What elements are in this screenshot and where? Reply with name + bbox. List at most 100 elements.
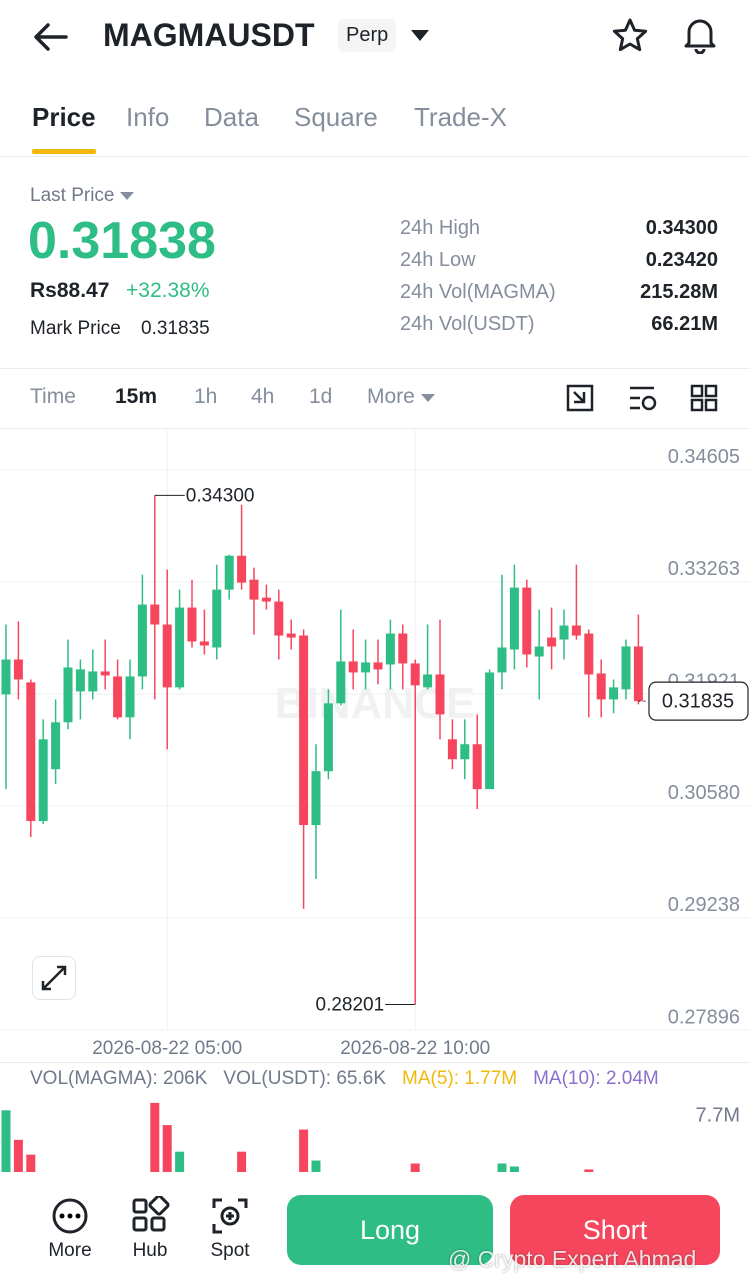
candle-body: [584, 633, 594, 675]
candle-body: [447, 739, 457, 760]
candle-body: [633, 646, 643, 702]
candle-body: [113, 676, 123, 718]
last-price-label: 0.31835: [662, 690, 734, 712]
candle-body: [125, 676, 135, 718]
candle-body: [385, 633, 395, 665]
short-button[interactable]: Short: [510, 1195, 720, 1265]
interval[interactable]: 15m: [115, 385, 158, 408]
icon[interactable]: [690, 384, 718, 412]
candle-body: [274, 601, 284, 636]
candle-body: [249, 579, 259, 600]
interval[interactable]: 4h: [251, 385, 275, 408]
stat-value: 66.21M: [651, 313, 718, 335]
low-annotation: 0.28201: [316, 995, 385, 1016]
dropdown: [119, 192, 134, 200]
candle-body: [212, 589, 222, 648]
candle-body: [100, 671, 110, 676]
candle-body: [621, 646, 631, 690]
stat-value: 215.28M: [640, 281, 718, 303]
high-annotation: 0.34300: [186, 485, 255, 506]
fullscreen-button[interactable]: [32, 956, 76, 1000]
candle-body: [323, 703, 333, 772]
interval[interactable]: 1h: [194, 385, 218, 408]
action[interactable]: Hub: [132, 1240, 168, 1261]
y-tick-label: 0.30580: [668, 782, 740, 804]
candle-body: [38, 739, 48, 822]
candle-body: [547, 637, 557, 647]
candle-body: [435, 674, 445, 715]
candle-body: [509, 587, 519, 650]
volume-stat: VOL(USDT): 65.6K: [223, 1068, 386, 1089]
candle-body: [460, 744, 470, 760]
last-price: 0.31838: [28, 212, 216, 270]
stat-value: 0.23420: [645, 249, 718, 271]
candle-body: [485, 672, 495, 790]
last-price-label[interactable]: Last Price: [30, 185, 134, 207]
volume-bar: [150, 1102, 160, 1230]
tab[interactable]: Info: [126, 102, 170, 132]
tab[interactable]: Trade-X: [414, 102, 507, 132]
mark-price: 0.31835: [141, 318, 210, 339]
candle-body: [150, 604, 160, 625]
long-button[interactable]: Long: [287, 1195, 493, 1265]
dropdown[interactable]: [410, 29, 430, 43]
candle-body: [224, 555, 234, 590]
action[interactable]: More: [48, 1240, 92, 1261]
tab[interactable]: Data: [204, 102, 259, 132]
candle-body: [51, 722, 61, 770]
candle-body: [609, 687, 619, 700]
candle-body: [348, 661, 358, 673]
icon: [52, 1198, 88, 1234]
candle-body: [26, 682, 36, 822]
label: More: [367, 385, 415, 408]
icon[interactable]: [566, 384, 594, 412]
volume-bar: [1, 1110, 11, 1230]
local-price: Rs88.47: [30, 279, 110, 302]
tab-indicator: [32, 149, 96, 154]
candle-body: [559, 625, 569, 640]
symbol[interactable]: MAGMAUSDT: [103, 17, 315, 53]
candle-body: [571, 625, 581, 636]
action[interactable]: Spot: [210, 1240, 250, 1261]
dropdown: [420, 394, 435, 402]
icon[interactable]: [628, 384, 658, 412]
tab[interactable]: Square: [294, 102, 378, 132]
stat-label: 24h Vol(USDT): [400, 313, 535, 335]
divider: [0, 1062, 750, 1063]
interval[interactable]: 1d: [309, 385, 333, 408]
interval[interactable]: More: [367, 385, 435, 409]
candle-body: [1, 659, 11, 695]
volume-stat: VOL(MAGMA): 206K: [30, 1068, 208, 1089]
candle-body: [88, 671, 98, 692]
icon: [41, 965, 67, 991]
candle-body: [336, 661, 346, 704]
change: +32.38%: [126, 279, 210, 302]
divider: [0, 156, 750, 157]
x-tick-label: 2026-08-22 10:00: [340, 1038, 490, 1059]
stat-label: 24h High: [400, 217, 481, 239]
candle-body: [497, 647, 507, 673]
y-tick-label: 0.27896: [668, 1006, 740, 1028]
bottom-bar: More Hub Spot Long Short @ Crypto Expert…: [0, 1172, 750, 1286]
stat-label: 24h Vol(MAGMA): [400, 281, 556, 303]
tab[interactable]: Price: [32, 102, 96, 132]
candle-body: [398, 633, 408, 664]
badge: Perp: [338, 19, 397, 52]
candle-body: [534, 646, 544, 657]
alerts[interactable]: [682, 16, 718, 54]
y-tick-label: 0.34605: [668, 446, 740, 468]
candle-body: [162, 624, 172, 688]
favorite[interactable]: [612, 18, 648, 54]
label: Last Price: [30, 185, 115, 206]
candle-body: [472, 744, 482, 790]
candle-body: [286, 633, 296, 638]
candle-body: [187, 607, 197, 642]
interval[interactable]: Time: [30, 385, 76, 408]
candle-body: [63, 667, 73, 723]
last-price-tag: [648, 681, 749, 721]
stat-value: 0.34300: [645, 217, 718, 239]
back-button[interactable]: [30, 20, 70, 54]
candle-body: [175, 607, 185, 688]
icon: [132, 1196, 170, 1232]
stat-label: 24h Low: [400, 249, 476, 271]
